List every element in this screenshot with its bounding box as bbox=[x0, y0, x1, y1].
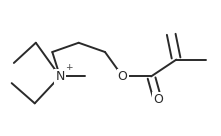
Text: O: O bbox=[118, 70, 128, 83]
Text: N: N bbox=[55, 70, 65, 83]
Text: O: O bbox=[153, 93, 163, 106]
Text: +: + bbox=[65, 63, 72, 72]
